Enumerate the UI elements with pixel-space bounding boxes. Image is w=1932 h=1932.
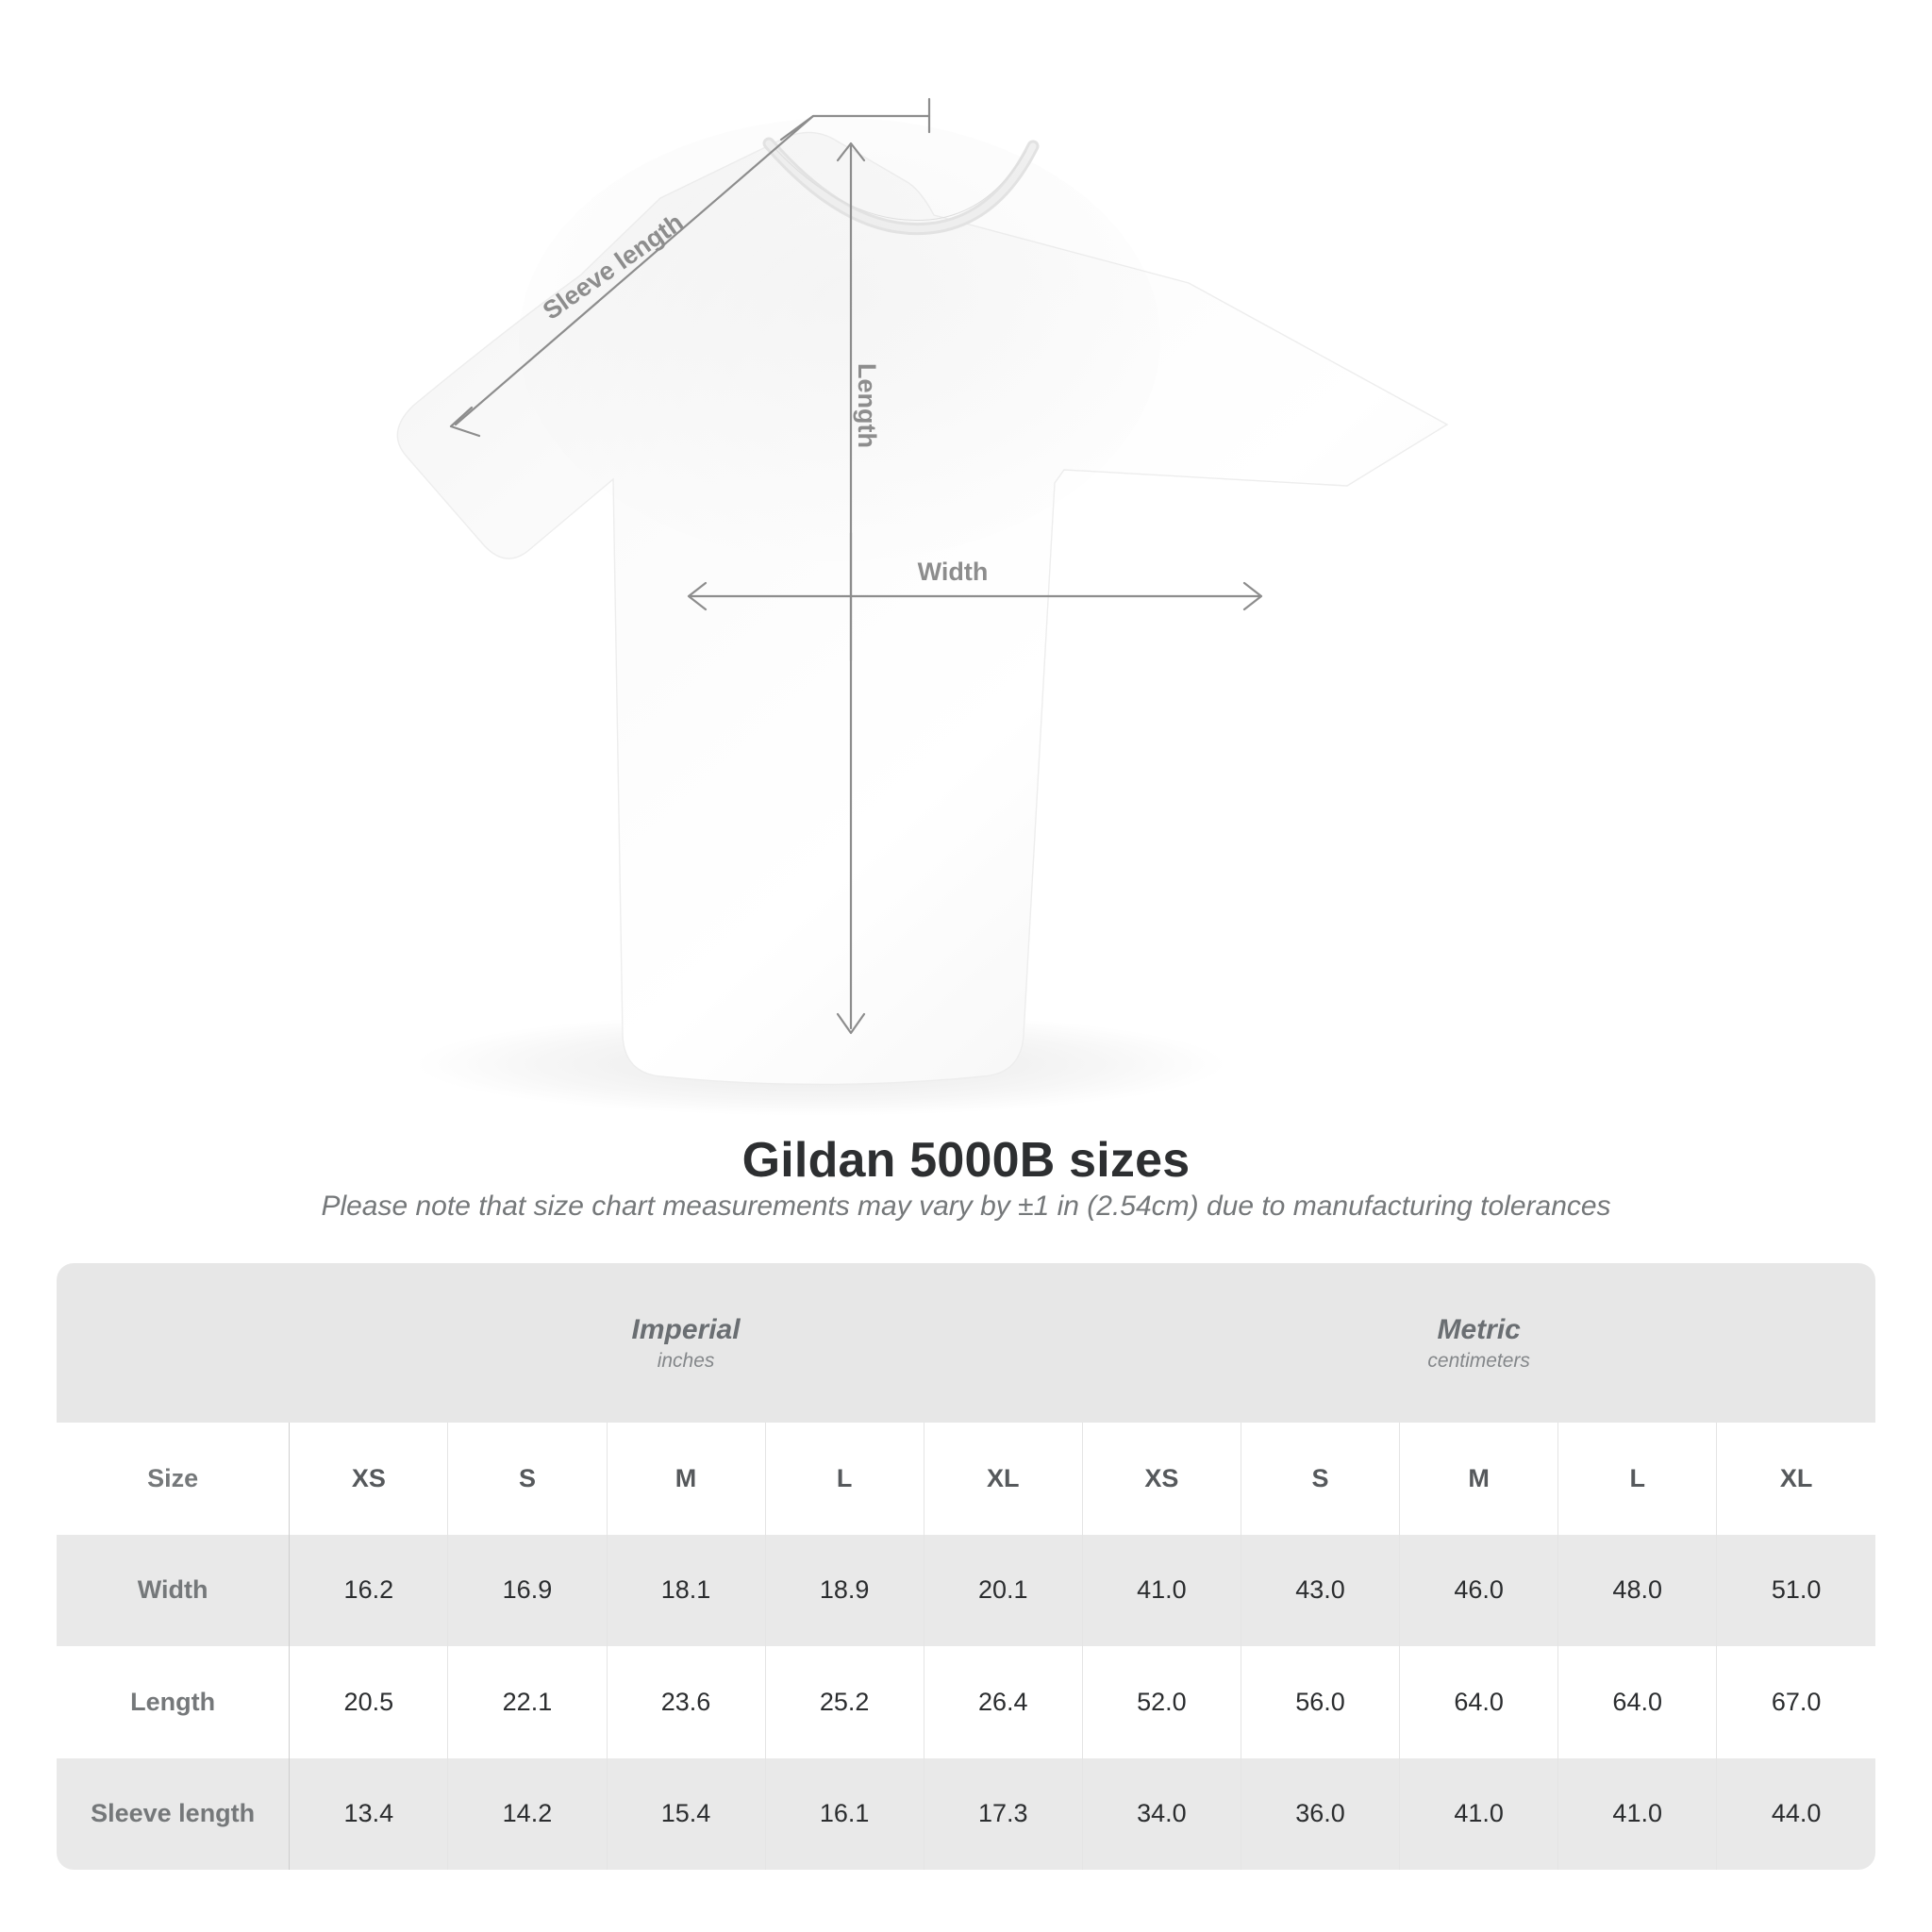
svg-text:Length: Length [853,363,881,448]
svg-text:Width: Width [918,558,989,586]
